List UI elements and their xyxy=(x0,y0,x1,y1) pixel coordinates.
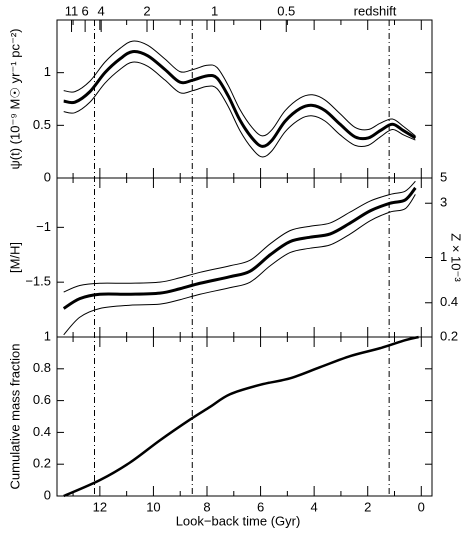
x2-tick-label: 1 xyxy=(211,3,218,18)
y-tick-label: 0.6 xyxy=(33,392,51,407)
y-tick-label: 0 xyxy=(44,169,51,184)
panel-frame xyxy=(56,177,433,338)
y2-tick-label: 3 xyxy=(440,195,447,210)
x-tick-label: 6 xyxy=(257,499,264,514)
x2-tick-label: 11 xyxy=(65,3,79,18)
y-tick-label: 0.8 xyxy=(33,360,51,375)
y-axis-label: ψ(t) (10⁻⁹ M☉ yr⁻¹ pc⁻²) xyxy=(7,29,22,170)
y-tick-label: −1 xyxy=(36,219,51,234)
x-tick-label: 8 xyxy=(203,499,210,514)
x2-axis-label: redshift xyxy=(354,3,397,18)
y-tick-label: 0.5 xyxy=(33,117,51,132)
y-tick-label: 1 xyxy=(44,64,51,79)
line xyxy=(63,40,416,137)
x2-tick-label: 0.5 xyxy=(277,3,295,18)
y-tick-label: 0.2 xyxy=(33,456,51,471)
line xyxy=(62,186,417,310)
panel-frame xyxy=(56,336,433,497)
y-tick-label: 0 xyxy=(44,487,51,502)
x-tick-label: 10 xyxy=(146,499,160,514)
y-axis-label: [M/H] xyxy=(7,242,22,273)
x-tick-label: 4 xyxy=(311,499,318,514)
x-tick-label: 2 xyxy=(364,499,371,514)
line xyxy=(63,335,419,498)
x2-tick-label: 6 xyxy=(82,3,89,18)
x-tick-label: 12 xyxy=(93,499,107,514)
line xyxy=(63,50,417,148)
panel-frame xyxy=(56,19,433,179)
line xyxy=(63,61,416,158)
y-tick-label: 0.4 xyxy=(33,424,51,439)
y2-axis-label: Z × 10⁻³ xyxy=(449,233,464,282)
line xyxy=(63,180,416,293)
y-tick-label: −1.5 xyxy=(25,274,51,289)
y2-tick-label: 0.2 xyxy=(440,328,458,343)
x2-tick-label: 2 xyxy=(143,3,150,18)
y2-tick-label: 0.4 xyxy=(440,294,458,309)
y-tick-label: 1 xyxy=(44,328,51,343)
y-axis-label: Cumulative mass fraction xyxy=(7,344,22,490)
y2-tick-label: 5 xyxy=(440,169,447,184)
line xyxy=(63,194,416,336)
x-tick-label: 0 xyxy=(418,499,425,514)
x-axis-label: Look−back time (Gyr) xyxy=(176,513,301,528)
y2-tick-label: 1 xyxy=(440,249,447,264)
x2-tick-label: 4 xyxy=(98,3,105,18)
